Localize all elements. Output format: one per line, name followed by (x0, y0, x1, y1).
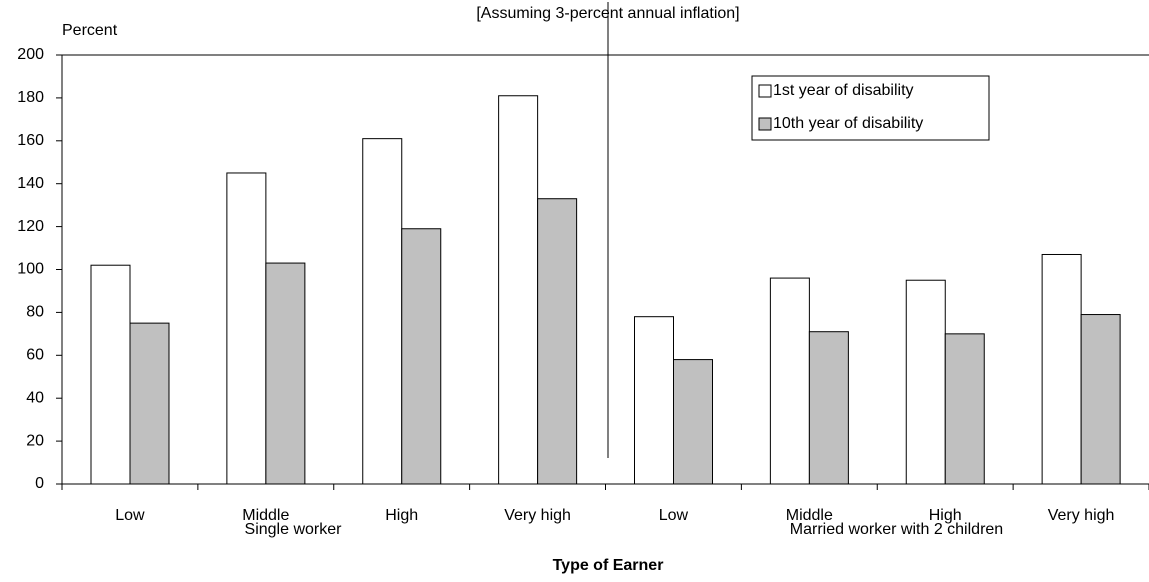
y-tick-label: 60 (26, 347, 44, 364)
bar (129, 322, 170, 485)
bar (808, 331, 849, 485)
bar (905, 279, 946, 485)
bar (537, 198, 578, 485)
group-label: Single worker (245, 521, 343, 538)
y-tick-label: 80 (26, 304, 44, 321)
legend-swatch (758, 84, 772, 98)
legend-box (751, 75, 990, 141)
y-tick-label: 140 (17, 175, 44, 192)
y-tick-label: 120 (17, 218, 44, 235)
x-tick-label: Very high (504, 507, 571, 524)
bar (265, 262, 306, 485)
legend-label: 1st year of disability (773, 82, 914, 99)
bar (1080, 314, 1121, 485)
bar (226, 172, 267, 485)
x-tick-label: Low (659, 507, 689, 524)
y-tick-label: 100 (17, 261, 44, 278)
bar (401, 228, 442, 485)
y-tick-label: 20 (26, 432, 44, 449)
x-tick-label: High (929, 507, 962, 524)
x-tick-label: Middle (242, 507, 289, 524)
legend-swatch (758, 117, 772, 131)
bar (90, 264, 131, 485)
x-tick-label: High (385, 507, 418, 524)
x-tick-label: Very high (1048, 507, 1115, 524)
x-tick-label: Middle (786, 507, 833, 524)
legend-label: 10th year of disability (773, 115, 923, 132)
x-axis-label: Type of Earner (553, 557, 664, 574)
bar (769, 277, 810, 485)
y-tick-label: 0 (35, 475, 44, 492)
y-tick-label: 160 (17, 132, 44, 149)
bar (498, 95, 539, 485)
y-axis-label: Percent (62, 22, 118, 39)
bar (1041, 253, 1082, 485)
x-tick-label: Low (115, 507, 145, 524)
bar (944, 333, 985, 485)
bar (673, 359, 713, 485)
y-tick-label: 180 (17, 89, 44, 106)
y-tick-label: 200 (17, 46, 44, 63)
group-label: Married worker with 2 children (790, 521, 1003, 538)
bar (362, 138, 403, 485)
y-tick-label: 40 (26, 389, 44, 406)
bar (634, 316, 674, 485)
